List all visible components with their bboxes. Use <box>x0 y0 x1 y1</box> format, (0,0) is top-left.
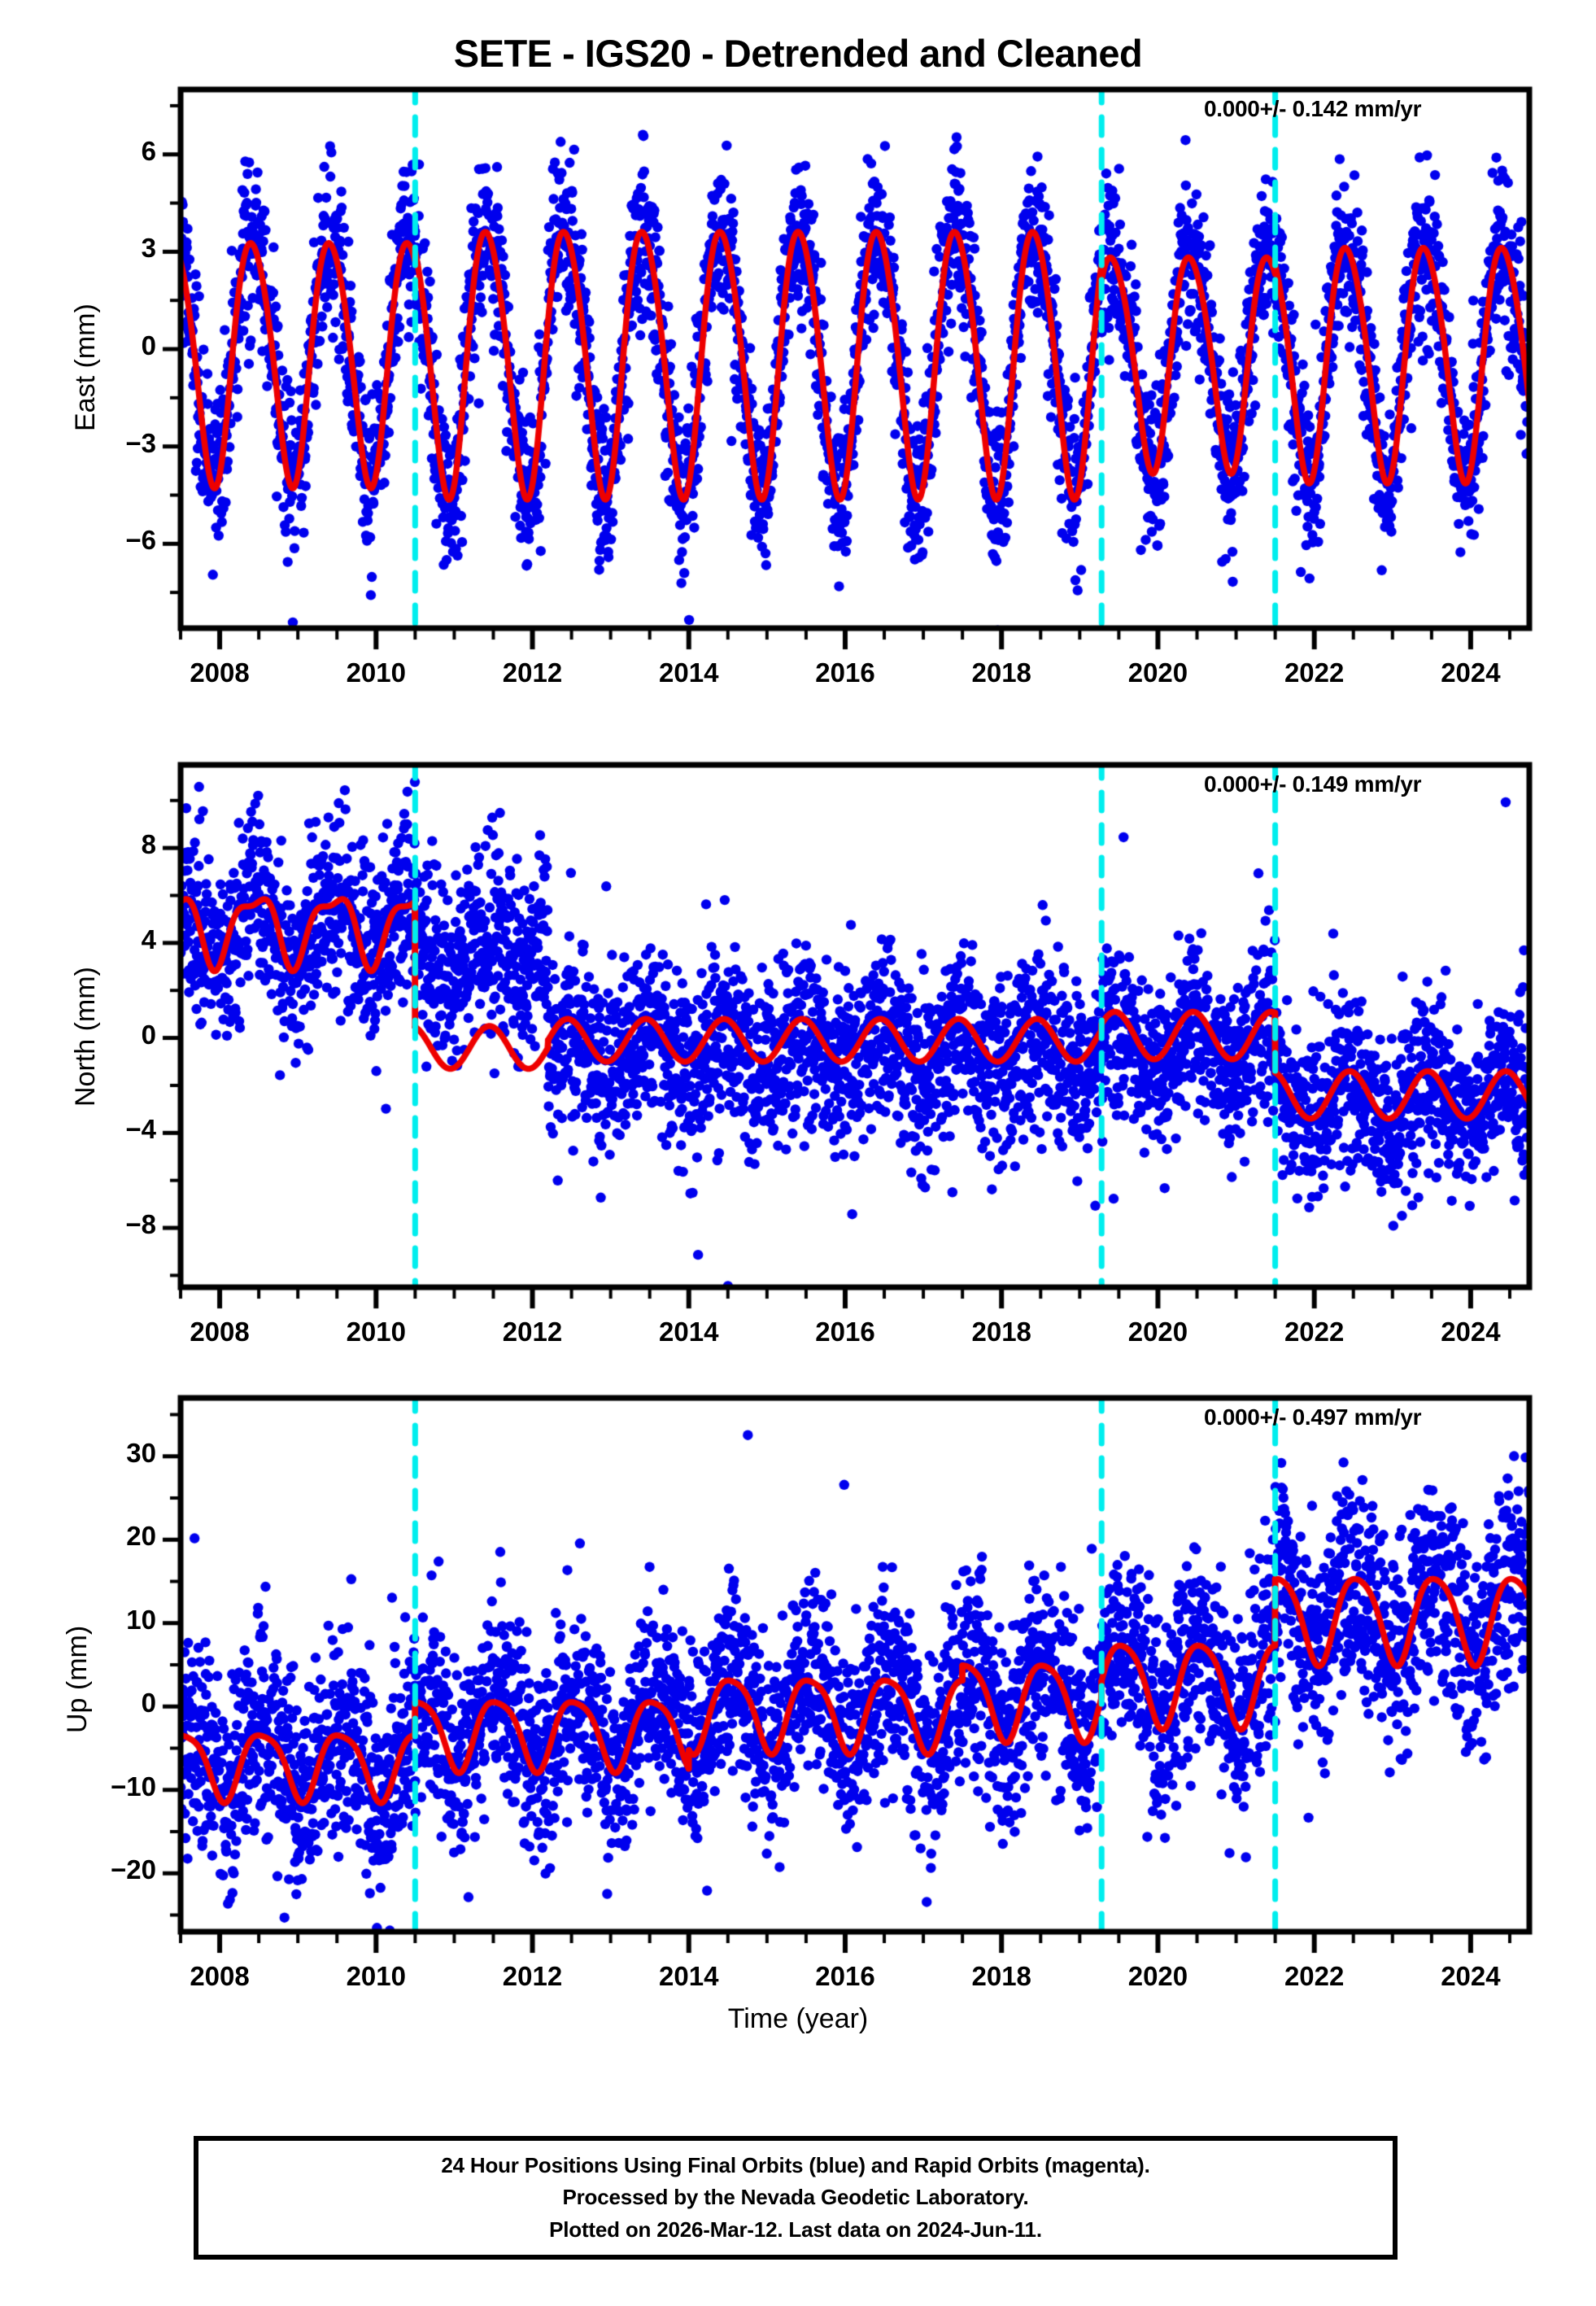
y-tick-label-north-panel--8: −8 <box>125 1209 156 1240</box>
x-tick-label-north-panel-2008: 2008 <box>190 1317 250 1347</box>
x-tick-label-up-panel-2012: 2012 <box>502 1961 563 1991</box>
north-rate-annotation: 0.000+/- 0.149 mm/yr <box>1204 771 1422 797</box>
x-tick-label-up-panel-2020: 2020 <box>1127 1961 1188 1991</box>
x-tick-label-north-panel-2016: 2016 <box>815 1317 875 1347</box>
x-tick-label-up-panel-2018: 2018 <box>971 1961 1031 1991</box>
y-tick-label-east-panel-0: 0 <box>141 330 156 361</box>
x-tick-label-east-panel-2016: 2016 <box>815 657 875 688</box>
x-tick-label-up-panel-2016: 2016 <box>815 1961 875 1991</box>
y-tick-label-up-panel-10: 10 <box>126 1604 156 1635</box>
y-tick-label-up-panel--10: −10 <box>111 1771 156 1802</box>
y-tick-label-north-panel--4: −4 <box>125 1114 156 1145</box>
east-rate-annotation: 0.000+/- 0.142 mm/yr <box>1204 96 1422 121</box>
footer-line-3: Plotted on 2026-Mar-12. Last data on 202… <box>549 2216 1042 2242</box>
figure-footer-box: 24 Hour Positions Using Final Orbits (bl… <box>194 2136 1398 2260</box>
x-tick-label-north-panel-2014: 2014 <box>659 1317 719 1347</box>
y-tick-label-up-panel--20: −20 <box>111 1854 156 1885</box>
x-tick-label-up-panel-2022: 2022 <box>1284 1961 1345 1991</box>
y-tick-label-up-panel-20: 20 <box>126 1521 156 1552</box>
x-tick-label-east-panel-2020: 2020 <box>1127 657 1188 688</box>
x-tick-label-north-panel-2010: 2010 <box>346 1317 406 1347</box>
footer-line-1: 24 Hour Positions Using Final Orbits (bl… <box>441 2152 1150 2177</box>
y-tick-label-east-panel--6: −6 <box>125 525 156 556</box>
y-tick-label-north-panel-4: 4 <box>141 924 156 954</box>
x-tick-label-east-panel-2010: 2010 <box>346 657 406 688</box>
east-axis-label: East (mm) <box>70 304 101 431</box>
x-tick-label-north-panel-2012: 2012 <box>502 1317 563 1347</box>
x-tick-label-up-panel-2010: 2010 <box>346 1961 406 1991</box>
y-tick-label-north-panel-0: 0 <box>141 1019 156 1050</box>
x-tick-label-up-panel-2014: 2014 <box>659 1961 719 1991</box>
x-tick-label-east-panel-2018: 2018 <box>971 657 1031 688</box>
footer-line-2: Processed by the Nevada Geodetic Laborat… <box>562 2185 1029 2210</box>
x-tick-label-east-panel-2008: 2008 <box>190 657 250 688</box>
y-tick-label-east-panel-3: 3 <box>141 233 156 264</box>
x-tick-label-east-panel-2022: 2022 <box>1284 657 1345 688</box>
x-tick-label-east-panel-2012: 2012 <box>502 657 563 688</box>
x-tick-label-up-panel-2008: 2008 <box>190 1961 250 1991</box>
x-axis-label: Time (year) <box>727 2003 869 2034</box>
x-tick-label-east-panel-2014: 2014 <box>659 657 719 688</box>
page-title: SETE - IGS20 - Detrended and Cleaned <box>453 32 1143 75</box>
x-tick-label-north-panel-2020: 2020 <box>1127 1317 1188 1347</box>
x-tick-label-up-panel-2024: 2024 <box>1441 1961 1501 1991</box>
y-tick-label-up-panel-30: 30 <box>126 1437 156 1468</box>
y-tick-label-east-panel--3: −3 <box>125 427 156 458</box>
x-tick-label-north-panel-2018: 2018 <box>971 1317 1031 1347</box>
up-rate-annotation: 0.000+/- 0.497 mm/yr <box>1204 1404 1422 1430</box>
x-tick-label-north-panel-2022: 2022 <box>1284 1317 1345 1347</box>
y-tick-label-up-panel-0: 0 <box>141 1688 156 1719</box>
x-tick-label-east-panel-2024: 2024 <box>1441 657 1501 688</box>
x-tick-label-north-panel-2024: 2024 <box>1441 1317 1501 1347</box>
y-tick-label-north-panel-8: 8 <box>141 829 156 860</box>
y-tick-label-east-panel-6: 6 <box>141 135 156 166</box>
